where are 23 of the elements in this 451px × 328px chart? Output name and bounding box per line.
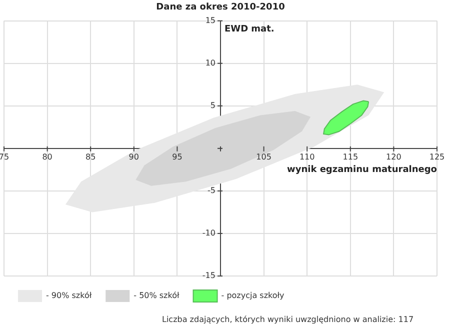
- chart-title: Dane za okres 2010-2010: [156, 2, 285, 13]
- x-tick-label: 105: [256, 152, 272, 162]
- x-tick-label: 115: [342, 152, 358, 162]
- y-tick-label: -10: [202, 228, 216, 238]
- x-tick-label: 90: [128, 152, 139, 162]
- x-tick-label: 95: [172, 152, 182, 162]
- y-tick-label: -15: [202, 271, 216, 280]
- x-tick-label: 85: [86, 152, 96, 162]
- text: Liczba zdających, których wyniki uwzględniono w analizie: 117: [162, 315, 414, 324]
- x-tick-label: 120: [386, 152, 402, 162]
- legend-label: - 50% szkół: [134, 291, 180, 300]
- x-axis-title: wynik egzaminu maturalnego: [287, 165, 437, 176]
- x-tick-label: 80: [42, 152, 52, 162]
- y-tick-label: 15: [205, 16, 216, 25]
- x-tick-label: 75: [0, 152, 10, 162]
- y-tick-label: 10: [205, 58, 216, 68]
- y-tick-label: 5: [210, 100, 216, 110]
- legend-label: - pozycja szkoły: [221, 291, 285, 300]
- legend-label: - 90% szkół: [46, 291, 92, 300]
- x-tick-label: 110: [299, 152, 315, 162]
- x-tick-label: 125: [429, 152, 445, 162]
- y-axis-title: EWD mat.: [224, 24, 274, 35]
- y-tick-label: -5: [208, 186, 216, 196]
